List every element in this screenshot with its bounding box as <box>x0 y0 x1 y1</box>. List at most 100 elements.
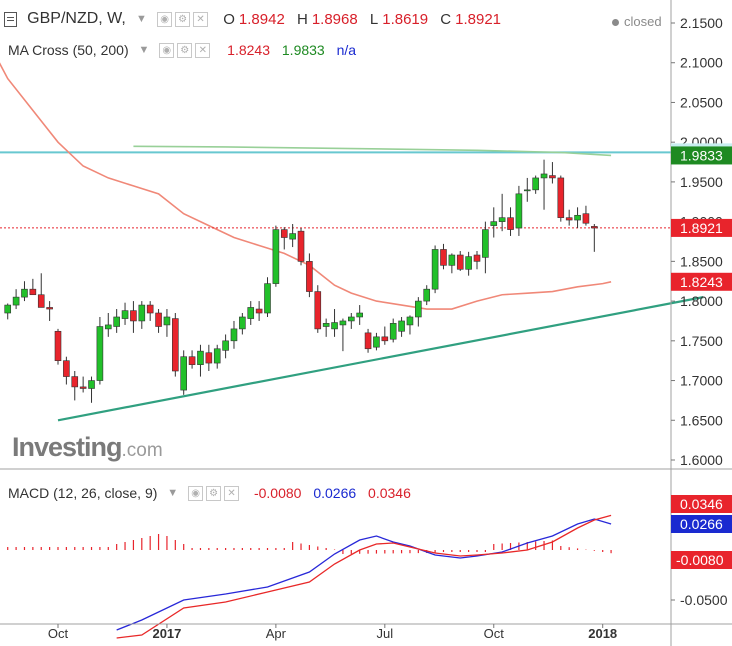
candle-body <box>130 310 137 322</box>
market-status: closed <box>612 14 662 29</box>
symbol-header: GBP/NZD, W, ▼ ◉ ⚙ ✕ O 1.8942 H 1.8968 L 1.861… <box>0 10 501 28</box>
candle-body <box>280 229 288 238</box>
high-value: 1.8968 <box>311 10 358 28</box>
candle-body <box>104 324 112 330</box>
candle-body <box>239 316 246 330</box>
y-tick-label: 1.9500 <box>680 174 723 190</box>
ma-extra-value: n/a <box>336 42 357 59</box>
y-tick-label: 1.8000 <box>680 293 723 309</box>
x-tick-label: 2018 <box>588 626 617 641</box>
candle-body <box>482 229 489 258</box>
candle-body <box>565 217 573 221</box>
ma50-value: 1.8243 <box>227 42 270 59</box>
candle-body <box>88 380 95 389</box>
close-icon[interactable]: ✕ <box>224 485 240 501</box>
candle-body <box>322 323 330 327</box>
macd-label-text: -0.0080 <box>676 552 724 568</box>
candle-body <box>381 336 389 342</box>
high-label: H <box>296 10 308 28</box>
candle-body <box>356 312 363 318</box>
candle-body <box>347 316 355 322</box>
candle-body <box>180 356 187 391</box>
x-tick-label: Oct <box>484 626 505 641</box>
candle-body <box>473 254 481 262</box>
price-label-text: 1.8921 <box>680 220 723 236</box>
candle-body <box>222 340 229 351</box>
chevron-down-icon[interactable]: ▼ <box>138 44 150 57</box>
x-tick-label: Oct <box>48 626 69 641</box>
y-tick-label: 1.7000 <box>680 373 723 389</box>
candle-body <box>498 217 506 222</box>
macd-layer <box>7 514 612 639</box>
ma-header: MA Cross (50, 200) ▼ ◉ ⚙ ✕ 1.8243 1.9833 n… <box>0 41 356 58</box>
candle-body <box>46 307 53 310</box>
close-label: C <box>440 10 452 28</box>
price-label-box <box>671 146 732 165</box>
y-tick-label: 2.1500 <box>680 15 723 31</box>
eye-icon[interactable]: ◉ <box>157 11 173 27</box>
ma50-line <box>0 62 612 310</box>
candle-body <box>255 308 263 314</box>
gear-icon[interactable]: ⚙ <box>206 485 222 501</box>
macd-y-tick-label: -0.0500 <box>680 592 728 608</box>
price-label-box <box>671 272 732 291</box>
candle-body <box>431 249 439 290</box>
price-label-box <box>671 218 732 237</box>
candle-body <box>272 229 280 284</box>
candle-body <box>406 316 414 326</box>
macd-label-text: 0.0346 <box>680 496 723 512</box>
macd-label-box <box>671 515 732 533</box>
x-tick-label: 2017 <box>152 626 181 641</box>
candle-body <box>71 376 79 388</box>
candle-body <box>113 316 120 327</box>
gear-icon[interactable]: ⚙ <box>177 42 193 58</box>
ma200-value: 1.9833 <box>281 42 325 59</box>
candle-body <box>264 283 271 314</box>
candle-body <box>314 291 322 330</box>
candle-body <box>96 326 104 381</box>
candle-body <box>155 312 162 327</box>
eye-icon[interactable]: ◉ <box>159 42 175 58</box>
candle-body <box>37 294 45 308</box>
candle-body <box>230 328 238 342</box>
candle-body <box>54 330 62 361</box>
candle-body <box>415 300 422 318</box>
candle-body <box>146 304 154 314</box>
candle-body <box>389 323 397 340</box>
chevron-down-icon[interactable]: ▼ <box>136 13 147 26</box>
candle-body <box>306 261 313 292</box>
y-tick-label: 1.6000 <box>680 452 723 468</box>
symbol-list-icon[interactable] <box>4 11 17 27</box>
candle-body <box>557 177 565 218</box>
candle-body <box>465 256 472 270</box>
gear-icon[interactable]: ⚙ <box>175 11 191 27</box>
candle-body <box>440 249 447 266</box>
status-text: closed <box>624 14 662 29</box>
candle-body <box>163 316 171 326</box>
macd-label-text: 0.0266 <box>680 516 723 532</box>
y-tick-label: 1.7500 <box>680 333 723 349</box>
investing-logo: Investing.com <box>12 432 163 462</box>
candle-body <box>4 304 12 314</box>
macd-label[interactable]: MACD (12, 26, close, 9) <box>8 485 158 502</box>
eye-icon[interactable]: ◉ <box>188 485 204 501</box>
macd-value: 0.0266 <box>313 485 357 502</box>
close-value: 1.8921 <box>455 10 502 28</box>
close-icon[interactable]: ✕ <box>193 11 209 27</box>
symbol-title[interactable]: GBP/NZD, W, <box>27 10 126 28</box>
signal-line <box>116 514 612 639</box>
candle-body <box>515 193 523 229</box>
candle-body <box>373 336 380 348</box>
x-tick-label: Apr <box>266 626 287 641</box>
close-icon[interactable]: ✕ <box>195 42 211 58</box>
candle-body <box>398 320 405 332</box>
candle-body <box>63 360 70 377</box>
ma-label[interactable]: MA Cross (50, 200) <box>8 42 129 59</box>
candle-body <box>549 175 556 179</box>
y-tick-label: 1.8500 <box>680 253 723 269</box>
candle-body <box>188 356 196 365</box>
trend-layer <box>0 62 704 422</box>
macd-hist-value: -0.0080 <box>253 485 302 502</box>
chevron-down-icon[interactable]: ▼ <box>167 487 179 500</box>
